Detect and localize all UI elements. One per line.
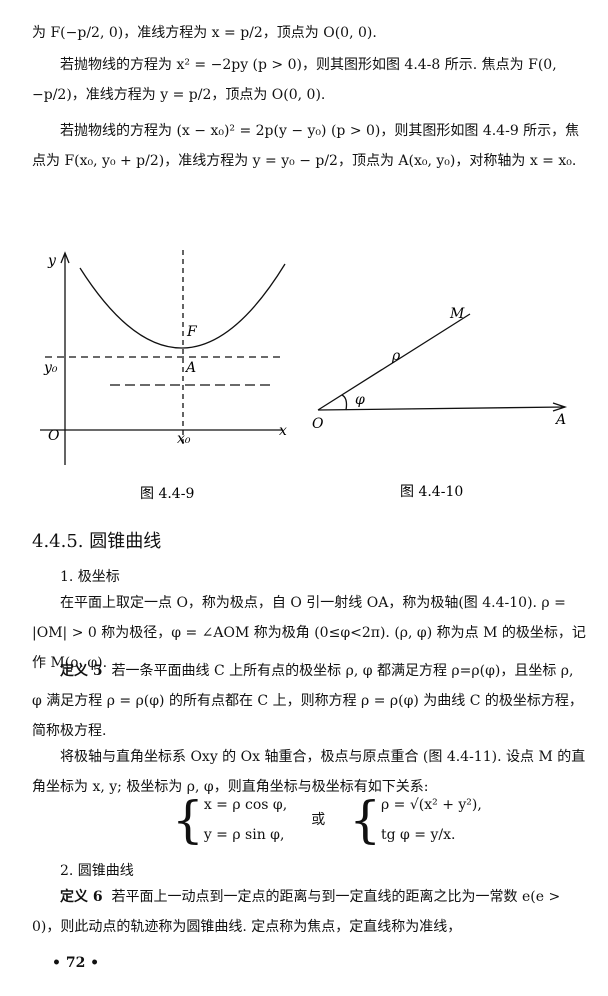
paragraph: 在平面上取定一点 O，称为极点，自 O 引一射线 OA，称为极轴(图 4.4-1… [32, 595, 586, 671]
label: A [184, 360, 196, 376]
label: O [312, 416, 324, 432]
definition-text: 若平面上一动点到一定点的距离与到一定直线的距离之比为一常数 e(e > 0)，则… [32, 889, 561, 935]
formula: { x = ρ cos φ, y = ρ sin φ, 或 { ρ = √(x² … [172, 791, 482, 849]
definition-label: 定义 5 [60, 663, 103, 679]
heading: 4.4.5. 圆锥曲线 [32, 531, 162, 552]
page-number: • 72 • [52, 955, 100, 971]
figures: y x O F A y₀ x₀ 图 4.4-9 O A M ρ φ 图 4.4-… [40, 250, 568, 502]
label: O [48, 428, 60, 444]
label: y [47, 253, 57, 269]
label: φ [355, 392, 365, 408]
subheading: 2. 圆锥曲线 [60, 863, 134, 879]
formula-or: 或 [311, 812, 326, 828]
formula-line: x = ρ cos φ, [203, 797, 288, 813]
paragraph: 若抛物线的方程为 x² = −2py (p > 0)，则其图形如图 4.4-8 … [32, 57, 557, 103]
definition: 定义 6 若平面上一动点到一定点的距离与到一定直线的距离之比为一常数 e(e >… [32, 882, 587, 942]
subheading: 1. 极坐标 [60, 569, 120, 585]
paragraph: 若抛物线的方程为 (x − x₀)² = 2p(y − y₀) (p > 0)，… [32, 123, 580, 169]
definition-text: 若一条平面曲线 C 上所有点的极坐标 ρ, φ 都满足方程 ρ=ρ(φ)，且坐标… [32, 663, 583, 739]
caption: 图 4.4-10 [400, 484, 463, 500]
formula-line: tg φ = y/x. [381, 827, 456, 843]
definition-label: 定义 6 [60, 889, 103, 905]
caption: 图 4.4-9 [140, 486, 194, 502]
label: y₀ [43, 360, 58, 376]
formula-line: y = ρ sin φ, [203, 827, 285, 843]
label: x₀ [177, 431, 191, 447]
paragraph: 将极轴与直角坐标系 Oxy 的 Ox 轴重合，极点与原点重合 (图 4.4-11… [32, 749, 586, 795]
paragraph: 为 F(−p/2, 0)，准线方程为 x = p/2，顶点为 O(0, 0). [32, 25, 377, 41]
formula-line: ρ = √(x² + y²), [381, 797, 482, 813]
label: A [554, 412, 566, 428]
label: M [449, 306, 465, 322]
label: ρ [391, 348, 401, 364]
label: x [279, 423, 287, 439]
label: F [186, 324, 198, 340]
definition: 定义 5 若一条平面曲线 C 上所有点的极坐标 ρ, φ 都满足方程 ρ=ρ(φ… [32, 656, 587, 746]
